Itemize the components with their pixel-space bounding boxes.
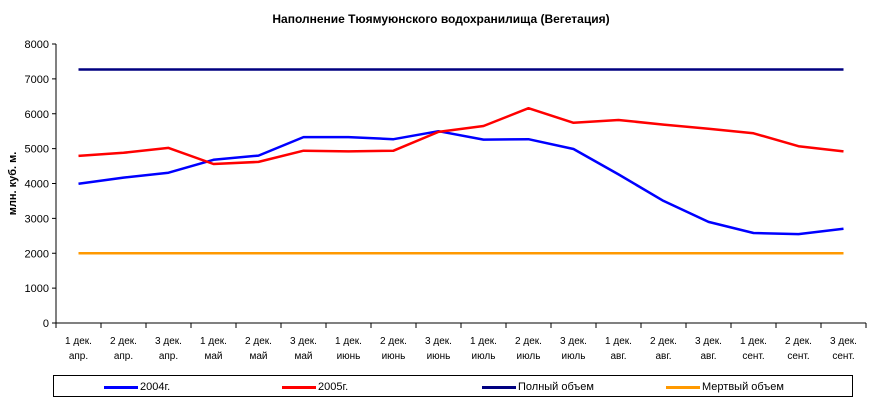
- x-tick-label: апр.: [69, 351, 88, 362]
- x-tick-label: май: [204, 351, 222, 362]
- x-tick-label: май: [294, 351, 312, 362]
- legend-label: 2005г.: [318, 381, 349, 393]
- x-tick-label: авг.: [610, 351, 626, 362]
- x-tick-label: сент.: [787, 351, 809, 362]
- legend-item: 2005г.: [282, 379, 348, 395]
- legend-swatch: [104, 385, 138, 389]
- y-tick-label: 7000: [25, 74, 49, 86]
- x-tick-label: июнь: [427, 351, 451, 362]
- x-tick-label: апр.: [114, 351, 133, 362]
- x-tick-label: 1 дек.: [200, 336, 227, 347]
- y-tick-label: 2000: [25, 248, 49, 260]
- legend-item: Мертвый объем: [666, 379, 784, 395]
- x-tick-label: 2 дек.: [650, 336, 677, 347]
- x-tick-label: 3 дек.: [830, 336, 857, 347]
- x-tick-label: авг.: [655, 351, 671, 362]
- x-tick-label: 3 дек.: [155, 336, 182, 347]
- y-tick-label: 8000: [25, 39, 49, 51]
- x-tick-label: 1 дек.: [740, 336, 767, 347]
- x-tick-label: 3 дек.: [560, 336, 587, 347]
- legend-label: Полный объем: [518, 381, 594, 393]
- y-tick-label: 5000: [25, 144, 49, 156]
- series-line-2: [78, 106, 844, 166]
- x-tick-label: сент.: [832, 351, 854, 362]
- y-tick-label: 3000: [25, 213, 49, 225]
- x-tick-label: 1 дек.: [335, 336, 362, 347]
- y-axis-label: млн. куб. м.: [7, 152, 19, 216]
- x-tick-label: июнь: [382, 351, 406, 362]
- x-tick-label: 3 дек.: [290, 336, 317, 347]
- x-tick-label: 2 дек.: [380, 336, 407, 347]
- legend: 2004г. 2005г. Полный объем Мертвый объем: [53, 375, 853, 397]
- y-tick-label: 6000: [25, 109, 49, 121]
- y-tick-label: 1000: [25, 283, 49, 295]
- x-tick-label: июнь: [337, 351, 361, 362]
- x-tick-label: сент.: [742, 351, 764, 362]
- legend-item: 2004г.: [104, 379, 170, 395]
- x-tick-label: июль: [517, 351, 541, 362]
- x-tick-label: 1 дек.: [470, 336, 497, 347]
- x-tick-label: 3 дек.: [425, 336, 452, 347]
- y-tick-label: 0: [43, 318, 49, 330]
- x-tick-label: 2 дек.: [515, 336, 542, 347]
- legend-label: 2004г.: [140, 381, 171, 393]
- chart-title: Наполнение Тюямуюнского водохранилища (В…: [272, 12, 610, 26]
- x-tick-label: авг.: [700, 351, 716, 362]
- x-tick-label: июль: [472, 351, 496, 362]
- legend-label: Мертвый объем: [702, 381, 784, 393]
- x-tick-label: апр.: [159, 351, 178, 362]
- legend-swatch: [666, 385, 700, 389]
- series-line-1: [78, 129, 844, 236]
- x-tick-label: 1 дек.: [605, 336, 632, 347]
- x-tick-label: май: [249, 351, 267, 362]
- legend-swatch: [282, 385, 316, 389]
- legend-item: Полный объем: [482, 379, 594, 395]
- legend-swatch: [482, 385, 516, 389]
- x-tick-label: 2 дек.: [245, 336, 272, 347]
- x-tick-label: 3 дек.: [695, 336, 722, 347]
- x-tick-label: 1 дек.: [65, 336, 92, 347]
- x-tick-label: июль: [562, 351, 586, 362]
- y-tick-label: 4000: [25, 179, 49, 191]
- x-tick-label: 2 дек.: [110, 336, 137, 347]
- x-tick-label: 2 дек.: [785, 336, 812, 347]
